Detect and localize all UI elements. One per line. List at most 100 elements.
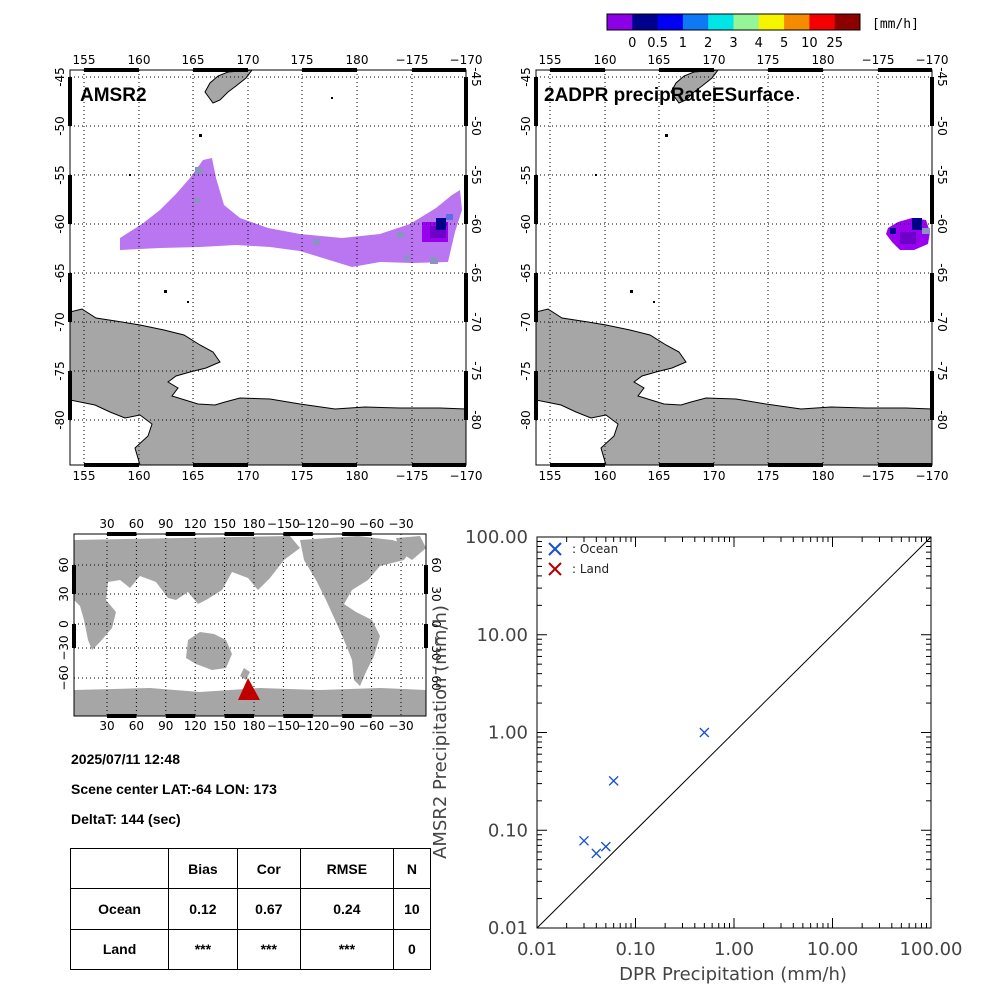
longitude-label: 180 — [346, 53, 369, 67]
latitude-label: -45 — [53, 67, 67, 87]
longitude-label: −120 — [296, 517, 329, 531]
colorbar-tick-label: 25 — [826, 36, 843, 51]
longitude-label: −170 — [916, 53, 949, 67]
stats-cell: Land — [69, 928, 170, 971]
longitude-label: −170 — [450, 53, 483, 67]
stats-cell: 0.12 — [168, 888, 238, 930]
longitude-label: 90 — [158, 517, 173, 531]
x-tick-label: 100.00 — [900, 939, 963, 960]
one-to-one-line — [536, 536, 932, 929]
colorbar-tick-label: 3 — [729, 36, 737, 51]
longitude-label: 150 — [213, 719, 236, 733]
longitude-label: 150 — [213, 517, 236, 531]
longitude-label: 170 — [237, 53, 260, 67]
latitude-label: -80 — [519, 410, 533, 430]
latitude-label: −60 — [429, 665, 443, 690]
latitude-label: -70 — [935, 312, 949, 332]
longitude-label: 120 — [184, 719, 207, 733]
north-island-land — [670, 70, 719, 104]
delta-t-text: DeltaT: 144 (sec) — [71, 811, 181, 827]
new-zealand-land — [240, 668, 250, 680]
y-tick-label: 0.01 — [488, 918, 528, 939]
colorbar-cell — [708, 14, 734, 30]
legend-label: : Land — [572, 562, 609, 576]
x-axis-label: DPR Precipitation (mm/h) — [619, 964, 847, 985]
longitude-label: 180 — [243, 719, 266, 733]
longitude-label: 170 — [703, 469, 726, 483]
scatter-point — [600, 841, 611, 852]
longitude-label: 160 — [594, 53, 617, 67]
longitude-label: 175 — [291, 469, 314, 483]
colorbar-tick-label: 0 — [628, 36, 636, 51]
longitude-label: −90 — [330, 719, 355, 733]
latitude-label: -50 — [469, 116, 483, 136]
latitude-label: 30 — [57, 586, 71, 601]
latitude-label: -45 — [469, 67, 483, 87]
longitude-label: 175 — [757, 53, 780, 67]
latitude-label: -65 — [935, 263, 949, 283]
x-tick-label: 0.10 — [615, 939, 655, 960]
colorbar-tick-label: 1 — [679, 36, 687, 51]
longitude-label: −150 — [267, 719, 300, 733]
antarctica-world-land — [74, 688, 426, 716]
longitude-label: 180 — [812, 53, 835, 67]
scene-center-text: Scene center LAT:-64 LON: 173 — [71, 781, 277, 797]
latitude-label: -50 — [519, 116, 533, 136]
latitude-label: −30 — [57, 635, 71, 660]
dpr-map: 155 155 160 160 165 165 170 170 175 175 180 180 −175… — [519, 53, 949, 483]
longitude-label: 30 — [99, 517, 114, 531]
latitude-label: -60 — [469, 214, 483, 234]
longitude-label: 155 — [539, 53, 562, 67]
stats-cell: 10 — [392, 888, 432, 930]
dpr-title: 2ADPR precipRateESurface — [544, 85, 794, 106]
latitude-label: 60 — [429, 557, 443, 572]
scatter-point — [608, 775, 619, 786]
longitude-label: 90 — [158, 719, 173, 733]
colorbar-tick-label: 0.5 — [647, 36, 668, 51]
latitude-label: -80 — [935, 410, 949, 430]
stats-cell: 0.67 — [236, 888, 301, 930]
latitude-label: -75 — [469, 361, 483, 381]
longitude-label: −170 — [450, 469, 483, 483]
scatter-point — [579, 835, 589, 846]
antarctica-land — [536, 308, 932, 465]
colorbar-cell — [809, 14, 836, 30]
longitude-label: 60 — [129, 517, 144, 531]
legend-label: : Ocean — [572, 542, 618, 556]
observation-datetime: 2025/07/11 12:48 — [71, 751, 180, 767]
longitude-label: 30 — [99, 719, 114, 733]
colorbar: [mm/h] 0 0.5 1 2 3 4 5 10 25 — [606, 13, 919, 51]
latitude-label: -65 — [53, 263, 67, 283]
colorbar-cell — [682, 14, 709, 30]
latitude-label: −30 — [429, 635, 443, 660]
longitude-label: 155 — [73, 53, 96, 67]
amsr2-title: AMSR2 — [80, 85, 147, 106]
latitude-label: -65 — [469, 263, 483, 283]
stats-header-cell: N — [392, 847, 432, 890]
longitude-label: −120 — [296, 719, 329, 733]
latitude-label: -75 — [53, 361, 67, 381]
latitude-label: -55 — [519, 165, 533, 185]
y-axis-label: AMSR2 Precipitation (mm/h) — [430, 605, 451, 859]
latitude-label: -65 — [519, 263, 533, 283]
north-island-land — [204, 70, 253, 104]
latitude-label: -50 — [935, 116, 949, 136]
scatter-point — [591, 848, 602, 859]
longitude-label: 180 — [243, 517, 266, 531]
latitude-label: −60 — [57, 665, 71, 690]
scatter-point — [699, 727, 710, 738]
latitude-label: -60 — [53, 214, 67, 234]
longitude-label: −90 — [330, 517, 355, 531]
longitude-label: 155 — [539, 469, 562, 483]
longitude-label: −60 — [359, 719, 384, 733]
colorbar-cell — [758, 14, 785, 30]
amsr2-precip-swath — [120, 158, 462, 267]
longitude-label: −175 — [396, 469, 429, 483]
latitude-label: -55 — [935, 165, 949, 185]
longitude-label: 180 — [346, 469, 369, 483]
americas-land — [300, 536, 414, 686]
longitude-label: 180 — [812, 469, 835, 483]
latitude-label: 0 — [429, 620, 443, 628]
longitude-label: 165 — [182, 53, 205, 67]
